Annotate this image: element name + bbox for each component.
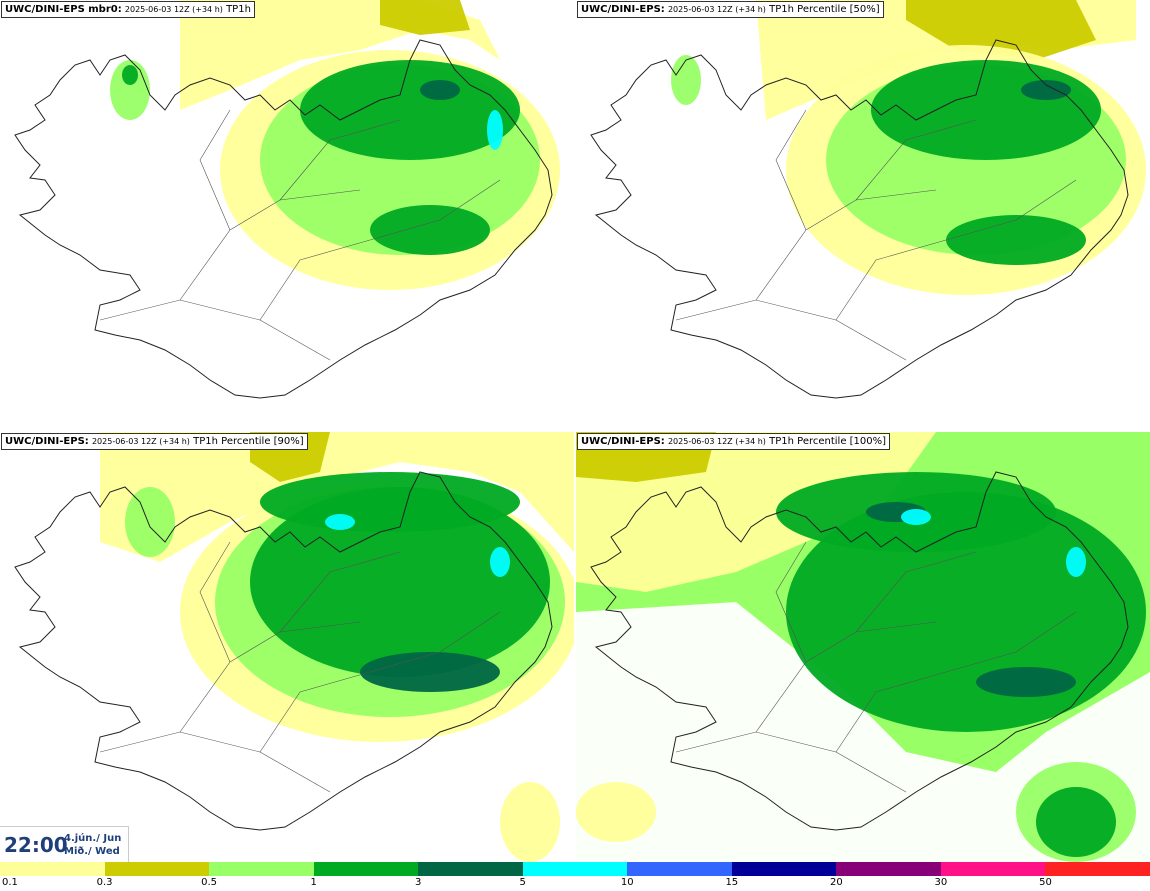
precip-contour [671,55,701,105]
precip-contour [125,487,175,557]
iceland-coastline [590,471,1129,831]
road-line [855,551,977,633]
legend-tick-label: 0.3 [96,877,113,888]
panel-title: UWC/DINI-EPS: 2025-06-03 12Z (+34 h) TP1… [1,433,308,450]
precip-contour [110,60,150,120]
precip-contour [490,547,510,577]
road-line [279,551,401,633]
precip-contour [122,65,138,85]
precip-contour [300,60,520,160]
map-panel-p90: UWC/DINI-EPS: 2025-06-03 12Z (+34 h) TP1… [0,432,574,862]
map-panel-p50: UWC/DINI-EPS: 2025-06-03 12Z (+34 h) TP1… [576,0,1150,430]
color-legend: 0.1 0.3 0.5 1 3 5 10 15 20 30 50 [0,862,1150,891]
precip-contour [250,487,550,677]
legend-swatch [940,862,1046,876]
panel-title: UWC/DINI-EPS: 2025-06-03 12Z (+34 h) TP1… [577,1,884,18]
road-line [675,299,907,361]
precip-contour [576,602,1150,862]
road-line [199,109,231,231]
road-line [179,189,361,301]
legend-swatch [1045,862,1150,876]
road-line [675,731,907,793]
road-line [259,611,501,753]
precip-contour [576,782,656,842]
legend-tick-label: 0.5 [201,877,218,888]
legend-swatch [418,862,524,876]
legend-swatch [627,862,733,876]
road-line [755,189,937,301]
valid-date: 4.jún./ Jun Mið./ Wed [64,832,121,858]
precip-contour [325,514,355,530]
road-line [775,109,807,231]
legend-swatch [313,862,419,876]
road-line [259,179,501,321]
road-line [835,179,1077,321]
precip-contour [100,432,574,562]
panel-title: UWC/DINI-EPS: 2025-06-03 12Z (+34 h) TP1… [577,433,891,450]
legend-swatch [836,862,942,876]
precip-contour [380,0,470,35]
precip-contour [1036,787,1116,857]
valid-date-line2: Mið./ Wed [64,846,120,857]
legend-swatch [104,862,210,876]
legend-tick-label: 20 [829,877,843,888]
precip-contour [1066,547,1086,577]
precip-contour [946,215,1086,265]
legend-swatch [522,862,628,876]
legend-swatch [209,862,315,876]
road-line [99,299,331,361]
legend-tick-label: 1 [310,877,317,888]
road-line [775,541,807,663]
precip-contour [487,110,503,150]
precip-contour [260,472,520,532]
map-panel-mbr0: UWC/DINI-EPS mbr0: 2025-06-03 12Z (+34 h… [0,0,574,430]
valid-time-box: 22:00 4.jún./ Jun Mið./ Wed [0,826,129,863]
legend-tick-label: 50 [1039,877,1052,888]
road-line [755,621,937,733]
panel-title: UWC/DINI-EPS mbr0: 2025-06-03 12Z (+34 h… [1,1,255,18]
precip-contour [370,205,490,255]
road-line [179,621,361,733]
road-line [835,611,1077,753]
legend-tick-label: 30 [934,877,948,888]
precip-contour [360,652,500,692]
legend-tick-label: 10 [620,877,634,888]
precip-contour [976,667,1076,697]
precip-contour [500,782,560,862]
iceland-coastline [590,39,1129,399]
precip-map-p90 [14,432,574,862]
road-line [855,119,977,201]
legend-tick-label: 3 [414,877,422,888]
legend-swatch [0,862,106,876]
valid-date-line1: 4.jún./ Jun [64,833,122,844]
road-line [99,731,331,793]
legend-tick-label: 5 [519,877,526,888]
legend-tick-label: 15 [725,877,739,888]
precip-contour [871,60,1101,160]
map-panel-p100: UWC/DINI-EPS: 2025-06-03 12Z (+34 h) TP1… [576,432,1150,862]
precip-contour [906,0,1096,60]
precip-contour [420,80,460,100]
iceland-coastline [14,39,553,399]
legend-tick-label: 0.1 [2,877,18,888]
road-line [279,119,401,201]
precip-map-p50 [590,0,1146,399]
legend-swatch [731,862,837,876]
precip-map-mbr0 [14,0,560,399]
precip-contour [1021,80,1071,100]
precip-contour [901,509,931,525]
precip-map-p100 [576,432,1150,862]
iceland-coastline [14,471,553,831]
road-line [199,541,231,663]
valid-time: 22:00 [4,833,68,857]
panel-divider [0,430,1150,432]
